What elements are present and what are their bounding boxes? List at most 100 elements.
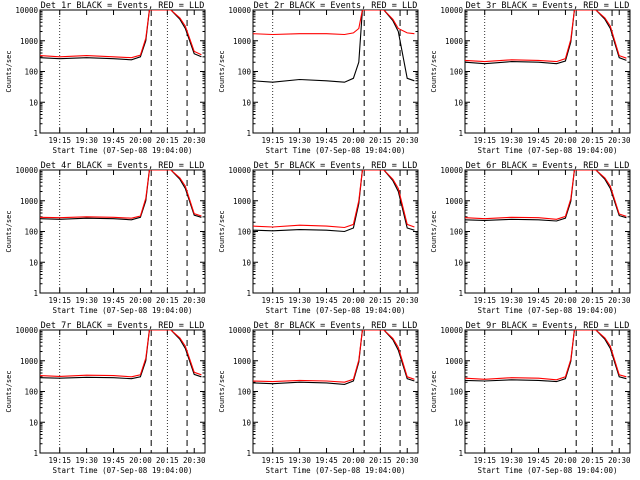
chart-panel: Det 8r BLACK = Events, RED = LLD Counts/s… (218, 321, 419, 475)
x-tick-label: 19:30 (288, 296, 311, 305)
x-tick-label: 19:45 (102, 296, 125, 305)
chart-panel: Det 7r BLACK = Events, RED = LLD Counts/s… (5, 321, 206, 475)
x-tick-label: 19:30 (75, 296, 98, 305)
x-tick-label: 19:15 (473, 296, 496, 305)
x-tick-label: 19:45 (527, 136, 550, 145)
x-axis-label: Start Time (07-Sep-08 19:04:00) (266, 466, 406, 475)
x-axis-label: Start Time (07-Sep-08 19:04:00) (266, 146, 406, 155)
x-axis-label: Start Time (07-Sep-08 19:04:00) (478, 306, 618, 315)
lld-series-line (40, 10, 202, 59)
x-tick-label: 20:30 (183, 456, 206, 465)
y-tick-label: 10000 (15, 326, 38, 335)
y-tick-label: 1 (246, 129, 251, 138)
x-tick-label: 20:15 (369, 136, 392, 145)
x-axis-label: Start Time (07-Sep-08 19:04:00) (478, 146, 618, 155)
chart-panel: Det 2r BLACK = Events, RED = LLD Counts/s… (218, 1, 419, 155)
y-tick-label: 1000 (233, 197, 252, 206)
x-tick-label: 20:30 (608, 296, 631, 305)
y-tick-label: 10 (29, 258, 39, 267)
x-tick-label: 19:30 (500, 296, 523, 305)
y-tick-label: 100 (449, 68, 463, 77)
y-axis-label: Counts/sec (5, 50, 13, 92)
x-tick-label: 20:30 (396, 136, 419, 145)
x-axis-label: Start Time (07-Sep-08 19:04:00) (53, 466, 193, 475)
y-tick-label: 1 (33, 449, 38, 458)
x-tick-label: 20:00 (342, 136, 365, 145)
x-tick-label: 19:45 (527, 456, 550, 465)
y-tick-label: 10 (242, 98, 252, 107)
x-axis-label: Start Time (07-Sep-08 19:04:00) (266, 306, 406, 315)
y-tick-label: 10000 (228, 326, 251, 335)
x-axis-label: Start Time (07-Sep-08 19:04:00) (53, 146, 193, 155)
y-tick-label: 10 (454, 258, 464, 267)
chart-title: Det 6r BLACK = Events, RED = LLD (466, 161, 630, 171)
x-tick-label: 19:45 (102, 456, 125, 465)
chart-panel: Det 6r BLACK = Events, RED = LLD Counts/s… (430, 161, 631, 315)
y-tick-label: 100 (24, 388, 38, 397)
y-tick-label: 1 (458, 289, 463, 298)
x-tick-label: 19:30 (75, 456, 98, 465)
x-tick-label: 19:45 (102, 136, 125, 145)
x-axis-label: Start Time (07-Sep-08 19:04:00) (478, 466, 618, 475)
y-axis-label: Counts/sec (5, 210, 13, 252)
x-tick-label: 19:45 (315, 136, 338, 145)
chart-title: Det 2r BLACK = Events, RED = LLD (254, 1, 418, 11)
y-tick-label: 1000 (233, 357, 252, 366)
chart-title: Det 7r BLACK = Events, RED = LLD (41, 321, 205, 331)
lld-series-line (40, 330, 202, 378)
y-axis-label: Counts/sec (430, 370, 438, 412)
y-tick-label: 100 (24, 68, 38, 77)
x-tick-label: 20:15 (581, 296, 604, 305)
y-tick-label: 10000 (15, 166, 38, 175)
y-tick-label: 10000 (440, 6, 463, 15)
y-tick-label: 100 (449, 388, 463, 397)
x-tick-label: 20:00 (342, 296, 365, 305)
x-tick-label: 20:00 (554, 296, 577, 305)
events-series-line (253, 170, 415, 233)
chart-panel: Det 4r BLACK = Events, RED = LLD Counts/s… (5, 161, 206, 315)
y-axis-label: Counts/sec (218, 50, 226, 92)
x-tick-label: 20:15 (156, 456, 179, 465)
chart-panel: Det 1r BLACK = Events, RED = LLD Counts/s… (5, 1, 206, 155)
events-series-line (465, 330, 627, 383)
y-tick-label: 1 (458, 129, 463, 138)
events-series-line (465, 10, 627, 65)
x-tick-label: 20:15 (369, 456, 392, 465)
x-tick-label: 20:00 (554, 136, 577, 145)
x-tick-label: 19:30 (75, 136, 98, 145)
x-tick-label: 19:15 (473, 136, 496, 145)
x-tick-label: 19:15 (261, 296, 284, 305)
lld-series-line (253, 170, 415, 229)
x-tick-label: 19:45 (315, 456, 338, 465)
x-tick-label: 19:15 (261, 136, 284, 145)
x-tick-label: 20:15 (156, 296, 179, 305)
lld-series-line (465, 10, 627, 63)
plot-frame (252, 9, 419, 134)
y-tick-label: 10000 (15, 6, 38, 15)
lld-series-line (253, 330, 415, 383)
y-tick-label: 1000 (20, 357, 39, 366)
x-tick-label: 19:15 (473, 456, 496, 465)
x-tick-label: 19:30 (288, 456, 311, 465)
y-tick-label: 100 (24, 228, 38, 237)
x-tick-label: 20:30 (396, 456, 419, 465)
chart-title: Det 1r BLACK = Events, RED = LLD (41, 1, 205, 11)
x-tick-label: 20:15 (369, 296, 392, 305)
y-tick-label: 100 (449, 228, 463, 237)
x-tick-label: 20:00 (129, 296, 152, 305)
y-tick-label: 10 (29, 98, 39, 107)
x-tick-label: 19:15 (48, 136, 71, 145)
y-tick-label: 100 (237, 68, 251, 77)
x-tick-label: 20:00 (554, 456, 577, 465)
chart-title: Det 9r BLACK = Events, RED = LLD (466, 321, 630, 331)
chart-panel: Det 3r BLACK = Events, RED = LLD Counts/s… (430, 1, 631, 155)
y-tick-label: 1000 (445, 357, 464, 366)
x-tick-label: 20:15 (156, 136, 179, 145)
lld-series-line (40, 170, 202, 219)
plot-frame (464, 169, 631, 294)
x-tick-label: 20:30 (396, 296, 419, 305)
y-tick-label: 1 (246, 289, 251, 298)
y-axis-label: Counts/sec (218, 210, 226, 252)
events-series-line (40, 10, 202, 61)
